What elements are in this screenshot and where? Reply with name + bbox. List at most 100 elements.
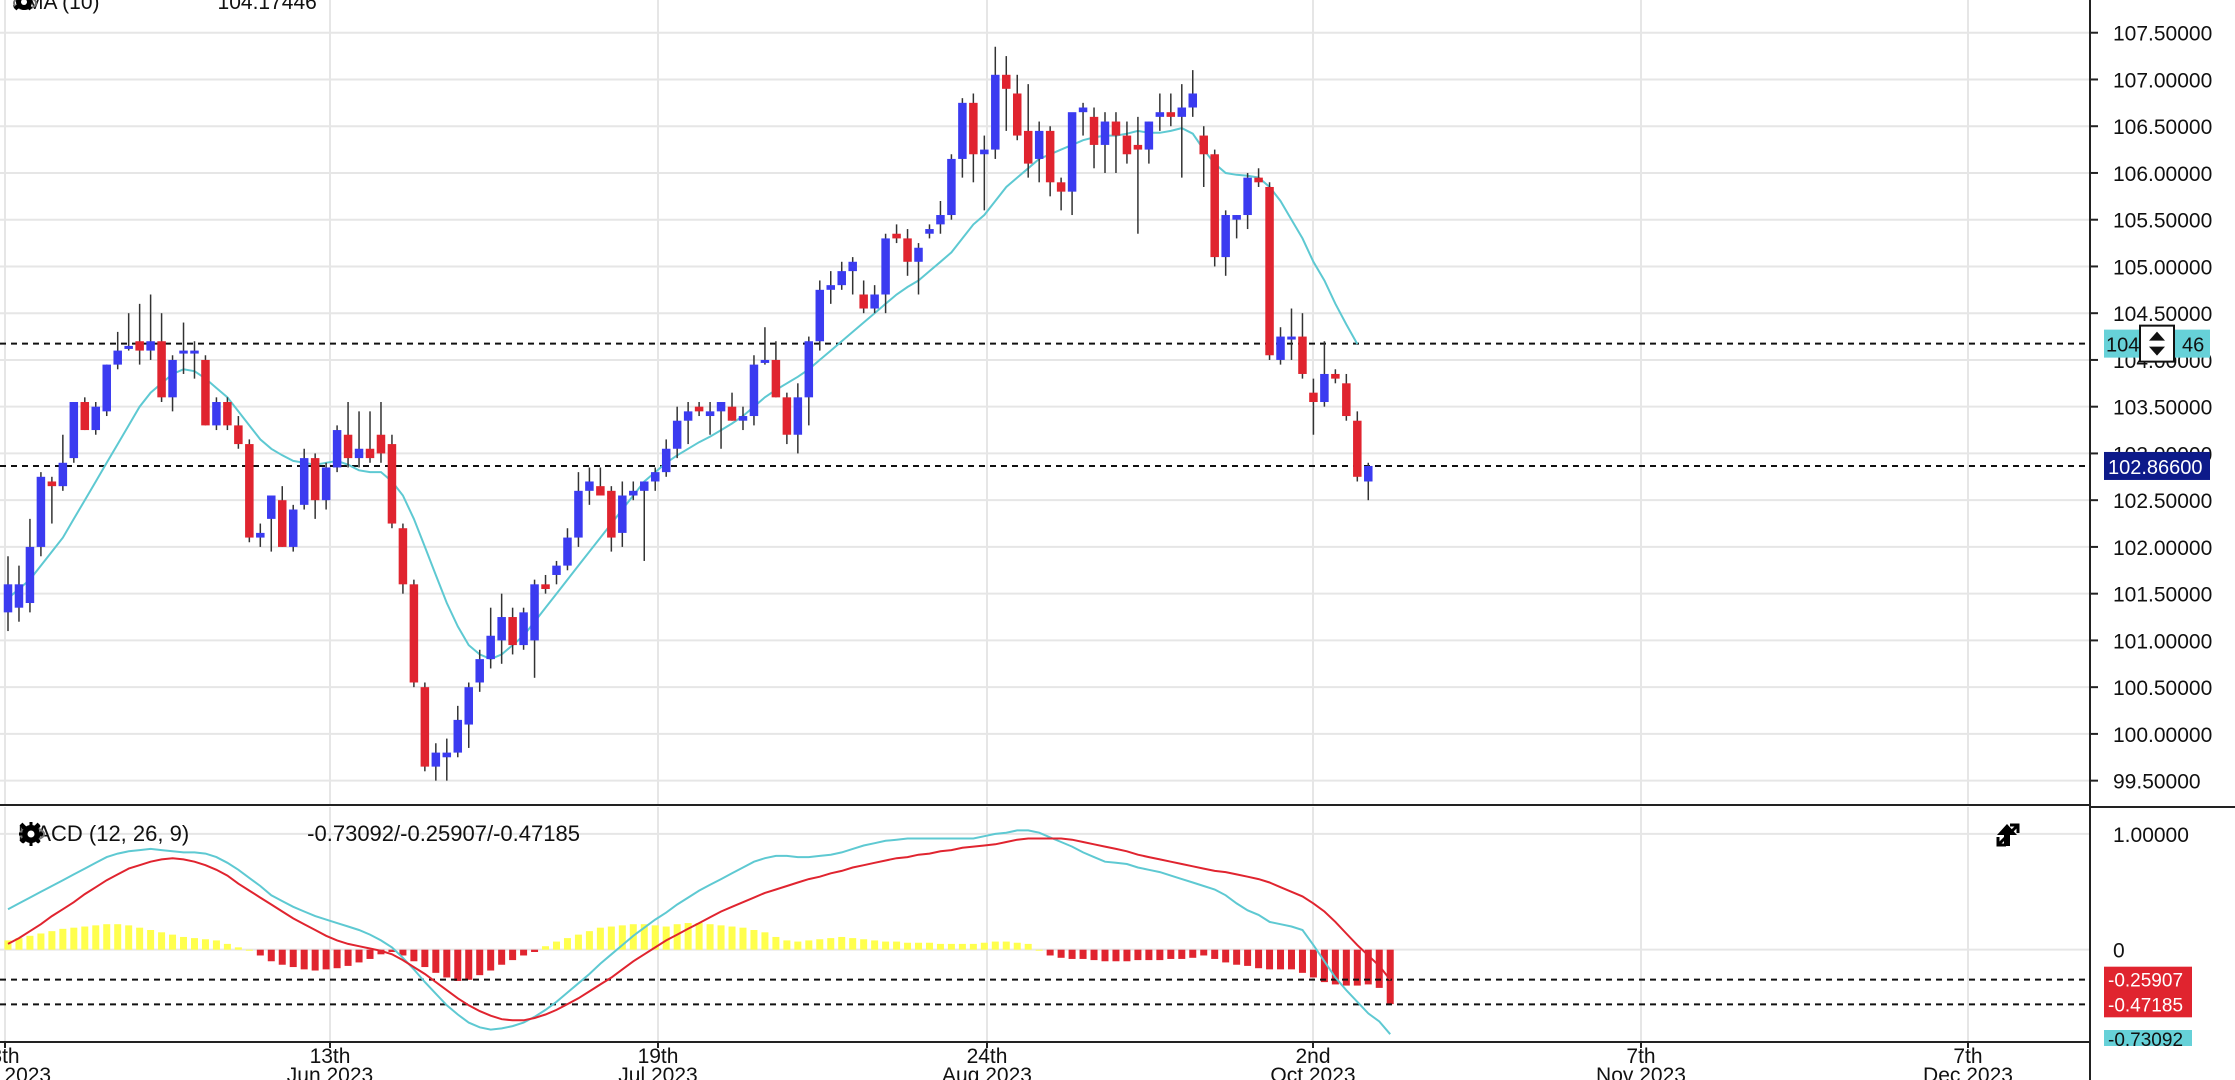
candle <box>387 434 397 529</box>
candle-body <box>1002 74 1011 89</box>
close-icon[interactable] <box>19 821 261 847</box>
candle-body <box>519 612 528 646</box>
macd-histogram-bar <box>574 934 582 950</box>
close-icon[interactable] <box>13 0 172 16</box>
candle-body <box>475 659 484 683</box>
macd-histogram-bar <box>1079 949 1087 959</box>
gear-icon[interactable] <box>19 821 297 847</box>
candle <box>881 233 890 314</box>
macd-histogram-bar <box>355 949 363 963</box>
macd-histogram-bar <box>421 949 429 968</box>
macd-histogram-bar <box>498 949 506 965</box>
macd-histogram-bar <box>1287 949 1295 970</box>
macd-histogram-bar <box>26 935 34 950</box>
candle-body <box>892 233 901 239</box>
macd-histogram-bar <box>1353 949 1361 986</box>
macd-axis-label: 1.00000 <box>2113 824 2189 847</box>
candle-body <box>1320 373 1329 403</box>
candle-body <box>1287 336 1296 340</box>
candle-body <box>91 406 101 431</box>
candle <box>519 607 528 650</box>
candle-body <box>442 752 452 758</box>
candle <box>1034 121 1044 183</box>
candle-body <box>530 584 539 641</box>
candle-body <box>1331 373 1340 379</box>
macd-histogram-bar <box>37 933 45 950</box>
candle <box>925 224 934 239</box>
candle-body <box>168 359 177 398</box>
macd-histogram-bar <box>542 946 550 950</box>
candle <box>749 355 759 426</box>
macd-histogram-bar <box>92 925 100 950</box>
candle <box>760 327 770 365</box>
time-axis-month: Jul 2023 <box>618 1064 697 1080</box>
candle <box>1243 172 1252 230</box>
eye-icon[interactable] <box>19 821 225 847</box>
time-axis-day: 7th <box>1626 1045 1655 1068</box>
gear-icon[interactable] <box>16 0 208 16</box>
macd-histogram-bar <box>783 940 791 950</box>
candle-body <box>1276 336 1285 360</box>
macd-signal-tag <box>2104 966 2192 993</box>
candle <box>1078 102 1088 136</box>
candle <box>1002 56 1011 131</box>
macd-histogram-bar <box>399 949 407 956</box>
candle <box>1122 121 1132 164</box>
candle-body <box>212 402 221 426</box>
macd-legend-values: -0.73092/-0.25907/-0.47185 <box>307 821 580 846</box>
macd-histogram-bar <box>147 930 155 950</box>
candle <box>1364 462 1373 501</box>
macd-histogram-bar <box>1277 949 1285 970</box>
candle-body <box>563 537 572 566</box>
candle-body <box>1122 135 1132 155</box>
candle-body <box>607 490 616 538</box>
candle <box>431 743 441 781</box>
candle <box>1353 411 1362 482</box>
candle <box>256 523 265 547</box>
macd-histogram-bar <box>618 925 626 950</box>
candle-body <box>1177 107 1187 117</box>
macd-histogram-bar <box>838 936 846 950</box>
macd-histogram-bar <box>169 934 177 950</box>
macd-histogram-bar <box>772 936 780 950</box>
candle-body <box>683 411 693 421</box>
candle-body <box>585 481 594 491</box>
candle <box>947 154 956 220</box>
candle <box>1254 168 1263 187</box>
macd-histogram-bar <box>816 939 824 950</box>
candle-body <box>881 238 890 295</box>
macd-line <box>7 829 1391 1035</box>
candle <box>1276 327 1285 365</box>
macd-histogram-bar <box>267 949 275 962</box>
candle-body <box>256 532 265 538</box>
eye-icon[interactable] <box>13 0 136 16</box>
candle-body <box>1056 182 1066 192</box>
sma-legend: SMA (10) 104.17446 <box>12 0 317 16</box>
candle <box>1089 107 1099 169</box>
macd-histogram-bar <box>893 941 901 950</box>
macd-histogram-bar <box>136 927 144 950</box>
macd-histogram-bar <box>465 949 473 980</box>
expand-icon[interactable] <box>1996 822 2059 848</box>
current-price-tag <box>2104 451 2210 480</box>
candle-body <box>903 238 912 262</box>
candle-body <box>1023 130 1033 164</box>
candle <box>223 397 232 431</box>
time-axis-month: Oct 2023 <box>1270 1064 1355 1080</box>
macd-hist-tag-text: -0.47185 <box>2108 995 2183 1016</box>
price-axis-label: 104.50000 <box>2113 303 2212 326</box>
macd-histogram-bar <box>81 926 89 950</box>
candle <box>958 98 967 178</box>
candle <box>365 411 375 463</box>
candle-body <box>431 752 441 767</box>
macd-histogram-bar <box>1134 949 1142 961</box>
candle <box>234 416 243 449</box>
candle-body <box>596 486 605 496</box>
candle <box>1221 210 1230 276</box>
macd-histogram-bar <box>1309 949 1317 978</box>
candle <box>1155 93 1165 131</box>
candle-body <box>343 434 353 459</box>
macd-histogram-bar <box>300 949 308 970</box>
candle <box>354 411 364 468</box>
